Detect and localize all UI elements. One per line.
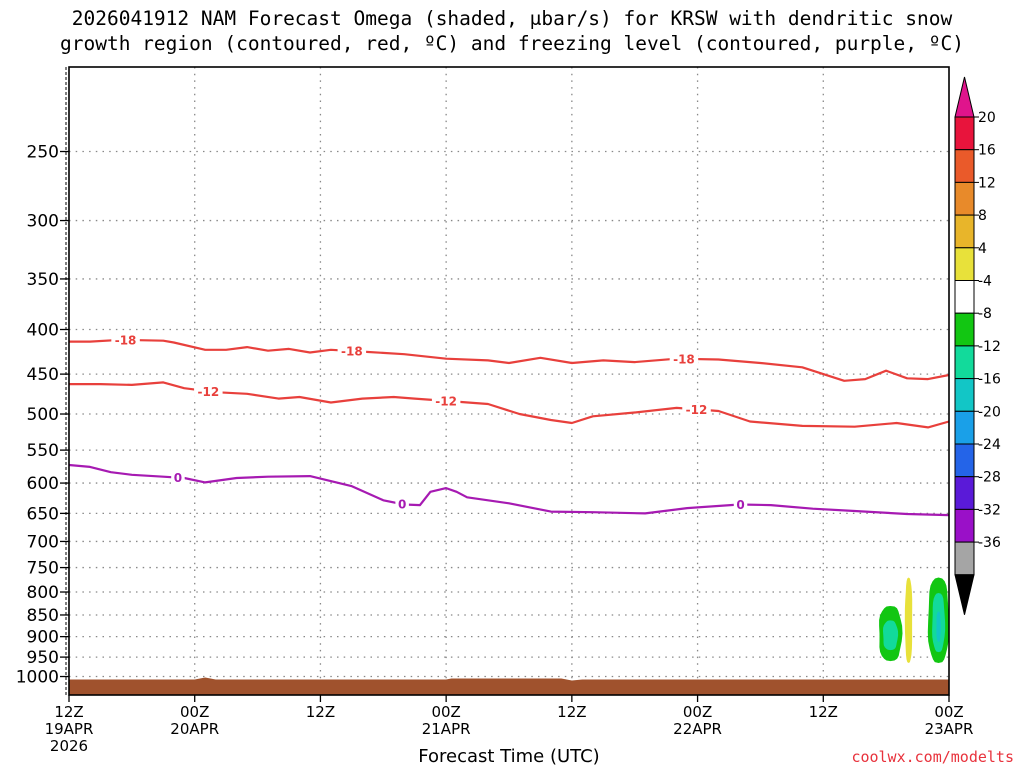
omega-region-2-inner: [936, 611, 941, 642]
colorbar-top-arrow: [954, 76, 975, 118]
colorbar-swatch: [954, 410, 975, 445]
x-tick-label: 12Z: [557, 703, 586, 721]
colorbar-label: -16: [978, 372, 1001, 388]
x-tick-label: 00Z: [431, 703, 460, 721]
colorbar-label: -8: [978, 306, 992, 322]
y-tick-label: 650: [27, 504, 59, 524]
y-tick-label: 700: [27, 532, 59, 552]
contour-label-0C: 0: [174, 471, 182, 485]
colorbar-label: -32: [978, 502, 1001, 518]
contour-line-0C: [68, 463, 950, 517]
colorbar-swatch: [954, 541, 975, 576]
colorbar-swatch: [954, 345, 975, 380]
x-tick-label: 00Z: [683, 703, 712, 721]
colorbar-label: 16: [978, 143, 996, 159]
contour-label-bg: [171, 470, 185, 485]
colorbar-swatch: [954, 476, 975, 510]
site-credit[interactable]: coolwx.com/modelts: [851, 748, 1014, 766]
chart-title-line2: growth region (contoured, red, ºC) and f…: [60, 32, 964, 55]
contour-label-bg: [194, 384, 223, 399]
x-tick-label: 22APR: [673, 720, 722, 738]
y-tick-label: 800: [27, 583, 59, 603]
plot-frame: [68, 66, 950, 696]
colorbar-swatch: [954, 247, 975, 282]
colorbar-label: -36: [978, 535, 1001, 551]
x-tick-label: 12Z: [306, 703, 335, 721]
colorbar-label: -12: [978, 339, 1001, 355]
y-tick-label: 250: [27, 143, 59, 163]
y-tick-label: 600: [27, 474, 59, 494]
x-tick-label: 00Z: [934, 703, 963, 721]
colorbar-swatch: [954, 214, 975, 249]
contour-label-0C: 0: [736, 498, 744, 512]
colorbar-bottom-arrow: [954, 574, 975, 615]
contour-label--12C: -12: [435, 394, 457, 408]
colorbar-swatch: [954, 280, 975, 314]
omega-region-0-core: [883, 620, 899, 651]
colorbar-label: 12: [978, 175, 996, 191]
contour-label-bg: [431, 393, 461, 408]
contour-label--18C: -18: [115, 333, 137, 347]
y-tick-label: 500: [27, 405, 59, 425]
x-tick-label: 12Z: [809, 703, 838, 721]
contour-line--18C: [69, 338, 950, 382]
x-tick-label: 23APR: [925, 720, 974, 738]
colorbar-swatch: [954, 116, 975, 151]
y-tick-label: 900: [27, 628, 59, 648]
contour-label-0C: 0: [398, 498, 406, 512]
contour-label--12C: -12: [686, 403, 708, 417]
y-tick-label: 750: [27, 559, 59, 579]
y-tick-label: 950: [27, 648, 59, 668]
colorbar-label: -20: [978, 404, 1001, 420]
colorbar-label: -4: [978, 274, 992, 290]
below-ground-fill: [69, 677, 949, 695]
y-tick-label: 450: [27, 365, 59, 385]
chart-title: 2026041912 NAM Forecast Omega (shaded, μ…: [0, 6, 1024, 56]
y-tick-label: 400: [27, 321, 59, 341]
x-axis-title: Forecast Time (UTC): [418, 746, 600, 767]
contour-label-bg: [111, 332, 140, 347]
contour-label-bg: [337, 343, 367, 358]
y-tick-label: 1000: [16, 668, 59, 688]
y-tick-label: 350: [27, 270, 59, 290]
contour-label-bg: [395, 497, 409, 512]
x-tick-label: 00Z: [180, 703, 209, 721]
contour-label--18C: -18: [673, 352, 695, 366]
contour-label-bg: [669, 351, 699, 366]
x-tick-label: 2026: [50, 737, 88, 755]
colorbar-label: -28: [978, 470, 1001, 486]
x-tick-label: 19APR: [45, 720, 94, 738]
colorbar-label: 4: [978, 241, 987, 257]
y-tick-label: 550: [27, 441, 59, 461]
colorbar-label: 20: [978, 110, 996, 126]
y-tick-label: 850: [27, 606, 59, 626]
colorbar-label: -24: [978, 437, 1001, 453]
colorbar-swatch: [954, 181, 975, 216]
colorbar-swatch: [954, 508, 975, 543]
colorbar-swatch: [954, 312, 975, 347]
contour-label--12C: -12: [197, 385, 219, 399]
omega-region-1: [904, 577, 913, 663]
contour-label-bg: [682, 402, 711, 417]
colorbar-swatch: [954, 378, 975, 412]
x-tick-label: 12Z: [54, 703, 83, 721]
colorbar-swatch: [954, 443, 975, 478]
x-tick-label: 21APR: [422, 720, 471, 738]
colorbar-label: 8: [978, 208, 987, 224]
chart-title-line1: 2026041912 NAM Forecast Omega (shaded, μ…: [71, 7, 953, 30]
y-tick-label: 300: [27, 212, 59, 232]
colorbar-swatch: [954, 149, 975, 183]
contour-label-bg: [733, 497, 748, 512]
x-tick-label: 20APR: [170, 720, 219, 738]
contour-label--18C: -18: [341, 344, 363, 358]
